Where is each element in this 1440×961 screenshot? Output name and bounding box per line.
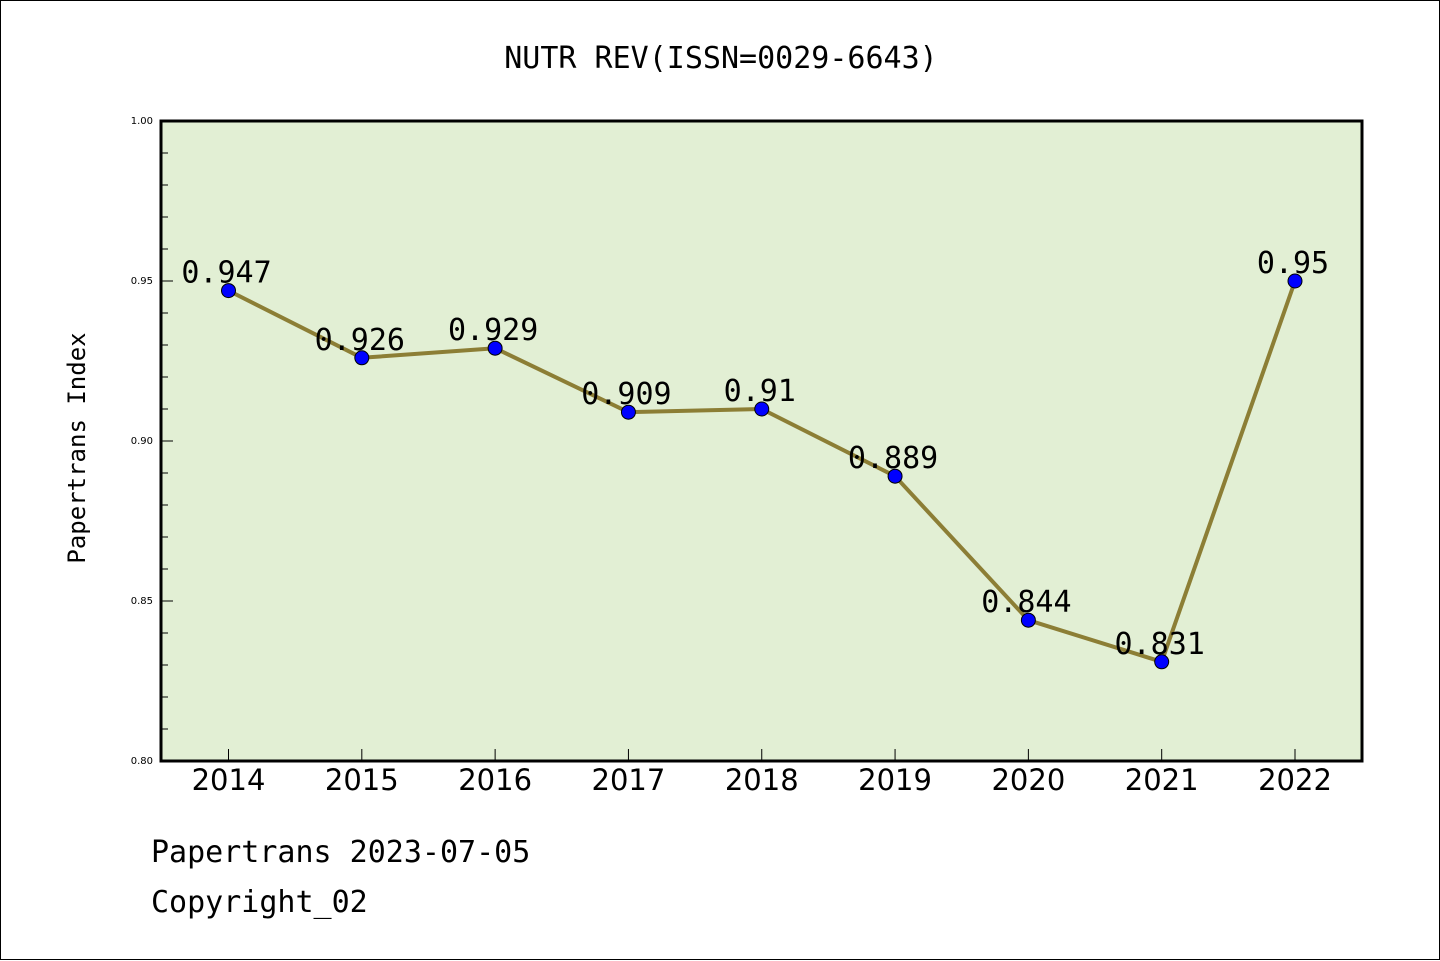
x-tick-label: 2022 [1258,763,1332,797]
x-tick-label: 2017 [592,763,666,797]
x-axis-ticks: 2014 2015 2016 2017 2018 2019 2020 2021 2022 [192,749,1332,797]
data-label: 0.91 [724,374,796,409]
x-tick-label: 2018 [725,763,799,797]
data-label: 0.844 [981,585,1071,620]
y-tick-label: 1.00 [131,116,153,127]
data-label: 0.909 [581,377,671,412]
y-tick-label: 0.80 [131,756,153,767]
x-tick-label: 2015 [325,763,399,797]
data-point [754,401,770,417]
data-label: 0.95 [1257,246,1329,281]
plot-border [159,119,1364,763]
x-tick-label: 2021 [1125,763,1199,797]
footer-copyright: Copyright_02 [151,885,368,920]
plot-area [161,121,1362,761]
data-label: 0.929 [448,313,538,348]
data-point [887,468,903,484]
data-point [1154,654,1170,670]
data-label: 0.947 [181,256,271,291]
data-label: 0.889 [848,441,938,476]
data-point [354,350,370,366]
x-tick-label: 2014 [192,763,266,797]
x-tick-label: 2016 [458,763,532,797]
data-label: 0.926 [315,323,405,358]
data-point [1287,273,1303,289]
x-tick-label: 2020 [991,763,1065,797]
data-point [1020,612,1036,628]
data-point [487,340,503,356]
footer-date-line: Papertrans 2023-07-05 [151,835,531,870]
data-point [620,404,636,420]
data-label: 0.831 [1115,627,1205,662]
y-tick-label: 0.90 [131,436,153,447]
y-axis-label: Papertrans Index [63,332,91,563]
x-tick-label: 2019 [858,763,932,797]
y-tick-label: 0.95 [131,276,153,287]
chart-title: NUTR REV(ISSN=0029-6643) [504,41,937,76]
data-point [221,283,236,299]
data-series: 0.947 0.926 0.929 0.909 0.91 0.889 0.844 0.831 0… [181,246,1329,670]
y-tick-label: 0.85 [131,596,153,607]
